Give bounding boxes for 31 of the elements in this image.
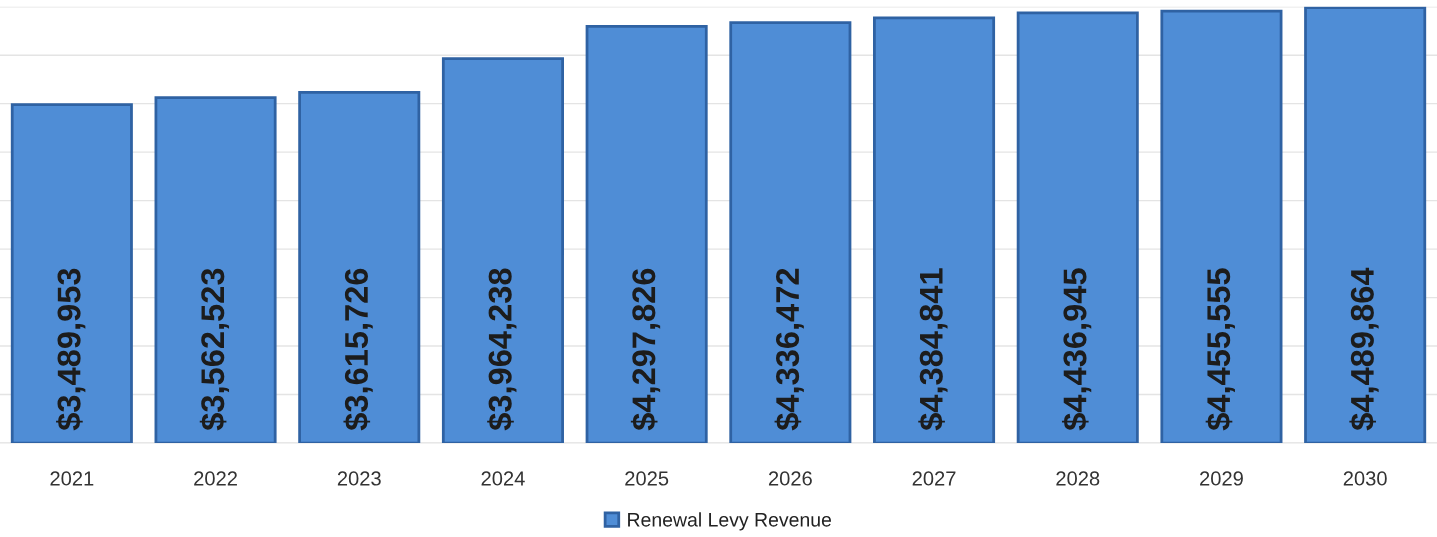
x-tick-label: 2023: [337, 471, 381, 486]
data-label: $3,615,726: [343, 268, 373, 431]
bar: [441, 57, 564, 444]
bar: [729, 21, 852, 444]
data-label: $4,297,826: [630, 268, 661, 431]
bar: [1016, 11, 1139, 444]
legend-label: Renewal Levy Revenue: [628, 512, 832, 531]
x-tick-label: 2030: [1343, 471, 1387, 486]
data-label: $3,562,523: [199, 268, 230, 431]
data-label: $4,436,945: [1061, 268, 1092, 431]
data-label: $3,964,238: [487, 268, 517, 431]
bar: [873, 16, 996, 444]
bar: [10, 103, 133, 444]
x-tick-label: 2028: [1056, 471, 1100, 486]
x-tick-label: 2026: [768, 471, 812, 486]
x-tick-label: 2022: [194, 471, 237, 486]
bar: [1304, 6, 1427, 444]
bar: [154, 96, 277, 444]
data-label: $4,384,841: [918, 268, 948, 431]
data-label: $3,489,953: [56, 268, 86, 431]
bar: [1160, 9, 1283, 444]
x-tick-label: 2024: [481, 471, 525, 486]
data-label: $4,489,864: [1349, 267, 1379, 431]
x-tick-label: 2025: [625, 471, 669, 486]
x-tick-label: 2021: [50, 471, 94, 486]
bar: [298, 91, 421, 444]
bar: [585, 24, 708, 444]
data-label: $4,455,555: [1205, 268, 1235, 431]
x-tick-label: 2027: [912, 471, 956, 486]
data-label: $4,336,472: [774, 268, 804, 431]
x-tick-label: 2029: [1200, 471, 1243, 486]
